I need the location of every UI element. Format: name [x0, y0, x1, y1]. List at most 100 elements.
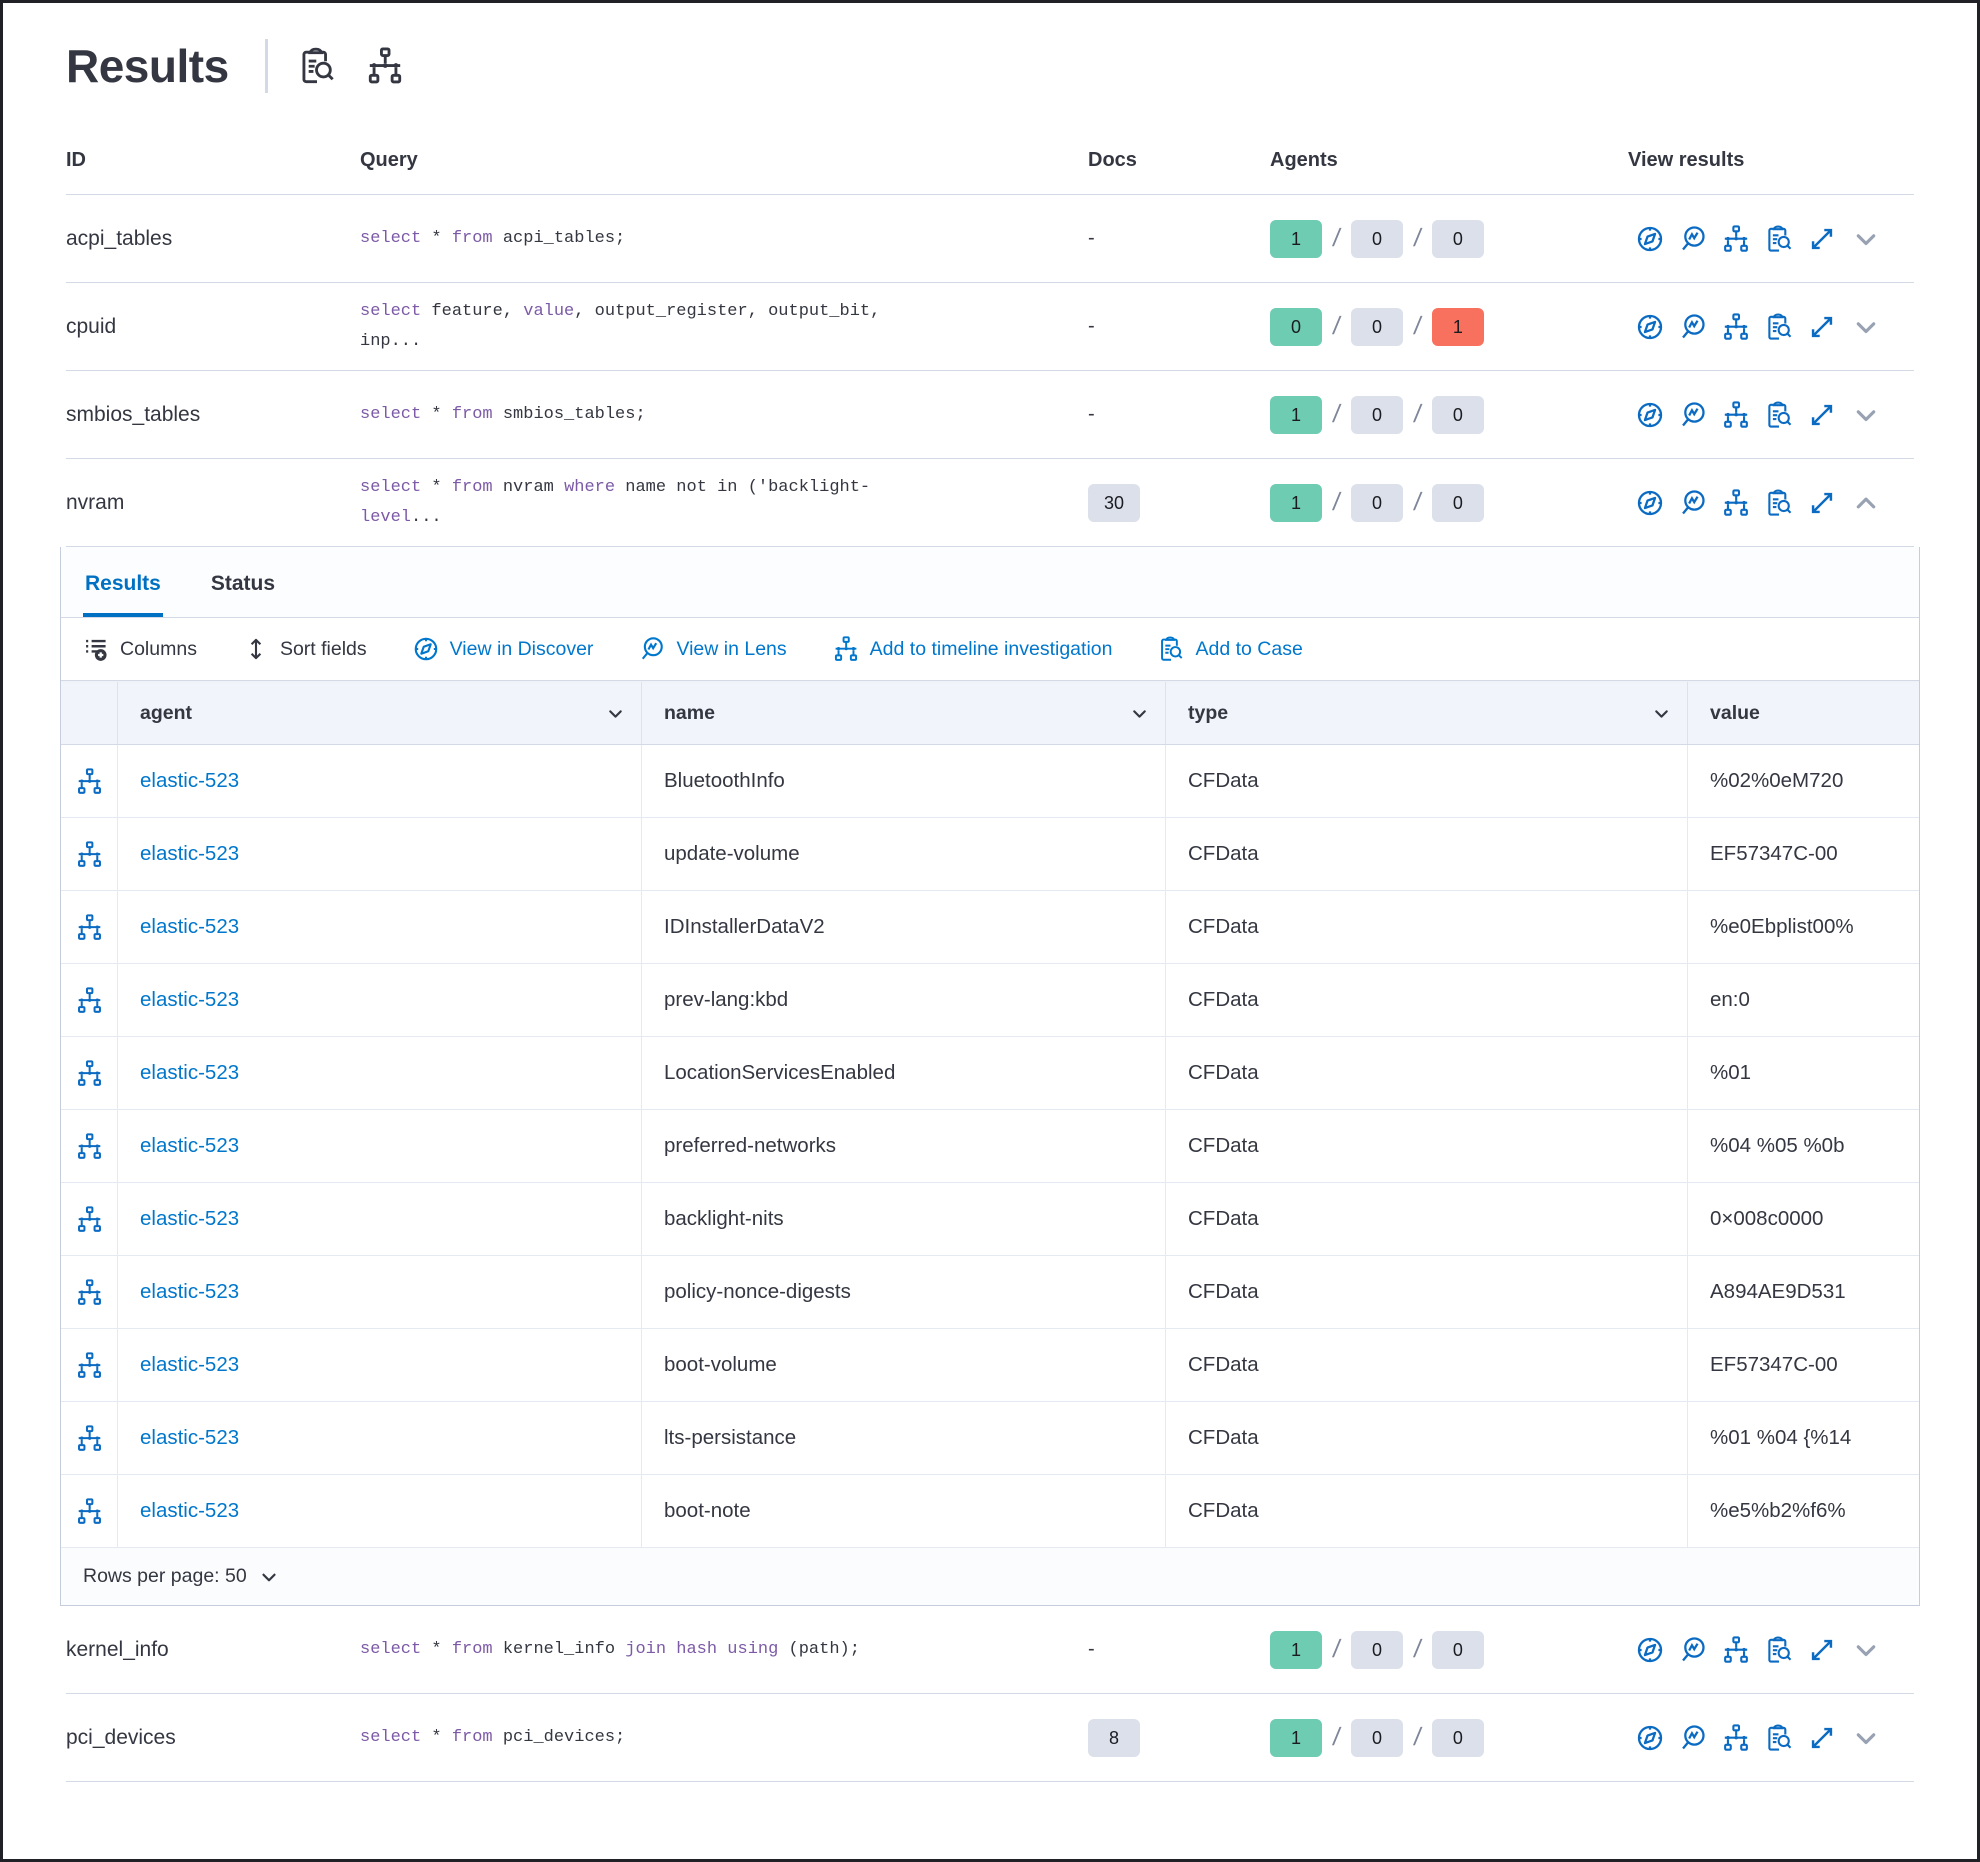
lens-icon[interactable]: [1679, 1636, 1707, 1664]
result-name: preferred-networks: [642, 1110, 1166, 1182]
inspect-icon[interactable]: [298, 47, 336, 85]
agents-status: 1 / 0 / 0: [1270, 1718, 1628, 1757]
timeline-icon[interactable]: [61, 1256, 118, 1328]
expand-icon[interactable]: [1808, 1636, 1836, 1664]
columns-button[interactable]: Columns: [83, 636, 197, 662]
slash-separator: /: [1331, 400, 1342, 428]
view-results-actions: [1628, 312, 1914, 341]
column-header-type[interactable]: type: [1166, 682, 1688, 744]
timeline-icon[interactable]: [61, 1037, 118, 1109]
inspect-icon[interactable]: [1765, 489, 1793, 517]
page-title: Results: [66, 40, 229, 92]
add-to-timeline-button[interactable]: Add to timeline investigation: [833, 636, 1113, 662]
timeline-icon[interactable]: [1722, 224, 1750, 253]
compass-icon[interactable]: [1636, 1636, 1664, 1664]
expand-icon[interactable]: [1808, 225, 1836, 253]
lens-icon[interactable]: [1679, 1724, 1707, 1752]
agent-count-badge: 0: [1350, 1718, 1403, 1757]
agents-status: 1 / 0 / 0: [1270, 1630, 1628, 1669]
agent-link[interactable]: elastic-523: [140, 1353, 240, 1376]
chevron-down-icon[interactable]: [606, 704, 625, 723]
result-name: update-volume: [642, 818, 1166, 890]
timeline-icon[interactable]: [61, 891, 118, 963]
compass-icon[interactable]: [1636, 313, 1664, 341]
inspect-icon[interactable]: [1765, 1636, 1793, 1664]
agent-link[interactable]: elastic-523: [140, 769, 240, 792]
chevron-down-icon[interactable]: [1130, 704, 1149, 723]
agents-status: 0 / 0 / 1: [1270, 307, 1628, 346]
result-name: IDInstallerDataV2: [642, 891, 1166, 963]
timeline-icon[interactable]: [61, 964, 118, 1036]
agent-link[interactable]: elastic-523: [140, 842, 240, 865]
column-header-value[interactable]: value: [1688, 682, 1919, 744]
column-header-agent[interactable]: agent: [118, 682, 642, 744]
result-row: elastic-523 boot-volume CFData EF57347C-00: [61, 1329, 1919, 1402]
timeline-icon[interactable]: [61, 1402, 118, 1474]
chevron-down-icon[interactable]: [1851, 1724, 1881, 1752]
lens-icon[interactable]: [1679, 401, 1707, 429]
view-in-lens-button[interactable]: View in Lens: [639, 636, 787, 662]
inspect-icon[interactable]: [1765, 1724, 1793, 1752]
column-header-name[interactable]: name: [642, 682, 1166, 744]
view-in-discover-label: View in Discover: [449, 637, 594, 660]
add-to-timeline-label: Add to timeline investigation: [869, 637, 1113, 660]
add-to-case-button[interactable]: Add to Case: [1158, 636, 1303, 662]
inspect-icon[interactable]: [1765, 313, 1793, 341]
inspect-icon[interactable]: [1765, 401, 1793, 429]
chevron-down-icon[interactable]: [1652, 704, 1671, 723]
chevron-up-icon[interactable]: [1851, 489, 1881, 517]
timeline-icon[interactable]: [1722, 400, 1750, 429]
tab-status[interactable]: Status: [210, 572, 276, 595]
query-row: smbios_tables select * from smbios_tables…: [66, 371, 1914, 459]
expand-icon[interactable]: [1808, 401, 1836, 429]
agent-link[interactable]: elastic-523: [140, 915, 240, 938]
query-row: acpi_tables select * from acpi_tables; - 1 /…: [66, 195, 1914, 283]
result-value: %01 %04 {%14: [1710, 1426, 1852, 1449]
chevron-down-icon[interactable]: [1851, 225, 1881, 253]
query-sql: select * from acpi_tables;: [360, 228, 626, 248]
agent-link[interactable]: elastic-523: [140, 1134, 240, 1157]
compass-icon[interactable]: [1636, 401, 1664, 429]
chevron-down-icon[interactable]: [1851, 1636, 1881, 1664]
chevron-down-icon[interactable]: [1851, 401, 1881, 429]
agents-status: 1 / 0 / 0: [1270, 219, 1628, 258]
agent-link[interactable]: elastic-523: [140, 1207, 240, 1230]
timeline-icon[interactable]: [61, 818, 118, 890]
view-results-actions: [1628, 400, 1914, 429]
compass-icon[interactable]: [1636, 225, 1664, 253]
agent-count-badge: 0: [1350, 307, 1403, 346]
timeline-icon[interactable]: [61, 1329, 118, 1401]
tab-results[interactable]: Results: [83, 547, 163, 617]
view-in-discover-button[interactable]: View in Discover: [413, 636, 594, 662]
expand-icon[interactable]: [1808, 489, 1836, 517]
chevron-down-icon[interactable]: [1851, 313, 1881, 341]
timeline-icon[interactable]: [61, 1183, 118, 1255]
compass-icon[interactable]: [1636, 489, 1664, 517]
slash-separator: /: [1412, 1635, 1423, 1663]
expand-icon[interactable]: [1808, 313, 1836, 341]
rows-per-page[interactable]: Rows per page: 50: [61, 1548, 1919, 1605]
timeline-icon[interactable]: [61, 745, 118, 817]
lens-icon[interactable]: [1679, 225, 1707, 253]
compass-icon[interactable]: [1636, 1724, 1664, 1752]
agent-link[interactable]: elastic-523: [140, 1280, 240, 1303]
agent-link[interactable]: elastic-523: [140, 988, 240, 1011]
lens-icon[interactable]: [1679, 313, 1707, 341]
timeline-icon[interactable]: [366, 47, 404, 85]
timeline-icon[interactable]: [61, 1475, 118, 1547]
column-header-id: ID: [66, 149, 86, 171]
timeline-icon[interactable]: [61, 1110, 118, 1182]
expand-icon[interactable]: [1808, 1724, 1836, 1752]
timeline-icon[interactable]: [1722, 312, 1750, 341]
agent-link[interactable]: elastic-523: [140, 1061, 240, 1084]
timeline-icon[interactable]: [1722, 488, 1750, 517]
result-type: CFData: [1166, 745, 1688, 817]
agent-link[interactable]: elastic-523: [140, 1499, 240, 1522]
inspect-icon[interactable]: [1765, 225, 1793, 253]
agent-link[interactable]: elastic-523: [140, 1426, 240, 1449]
lens-icon[interactable]: [1679, 489, 1707, 517]
result-row: elastic-523 boot-note CFData %e5%b2%f6%: [61, 1475, 1919, 1548]
sort-fields-button[interactable]: Sort fields: [243, 636, 367, 662]
timeline-icon[interactable]: [1722, 1635, 1750, 1664]
timeline-icon[interactable]: [1722, 1723, 1750, 1752]
